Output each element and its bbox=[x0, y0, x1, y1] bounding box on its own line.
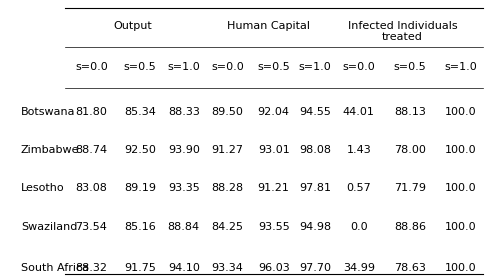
Text: 84.25: 84.25 bbox=[211, 222, 243, 232]
Text: s=0.0: s=0.0 bbox=[211, 61, 244, 72]
Text: 78.63: 78.63 bbox=[393, 263, 425, 273]
Text: 91.21: 91.21 bbox=[257, 183, 289, 193]
Text: 81.80: 81.80 bbox=[75, 107, 107, 117]
Text: 89.50: 89.50 bbox=[211, 107, 243, 117]
Text: 98.08: 98.08 bbox=[298, 145, 330, 155]
Text: Lesotho: Lesotho bbox=[21, 183, 64, 193]
Text: 0.0: 0.0 bbox=[349, 222, 367, 232]
Text: 89.19: 89.19 bbox=[124, 183, 156, 193]
Text: 93.90: 93.90 bbox=[167, 145, 199, 155]
Text: 85.16: 85.16 bbox=[124, 222, 156, 232]
Text: 71.79: 71.79 bbox=[393, 183, 425, 193]
Text: 93.34: 93.34 bbox=[211, 263, 243, 273]
Text: 1.43: 1.43 bbox=[346, 145, 370, 155]
Text: 100.0: 100.0 bbox=[444, 263, 476, 273]
Text: Swaziland: Swaziland bbox=[21, 222, 77, 232]
Text: 88.74: 88.74 bbox=[75, 145, 107, 155]
Text: 78.00: 78.00 bbox=[393, 145, 425, 155]
Text: 91.75: 91.75 bbox=[124, 263, 156, 273]
Text: 85.34: 85.34 bbox=[124, 107, 156, 117]
Text: 44.01: 44.01 bbox=[342, 107, 374, 117]
Text: 93.55: 93.55 bbox=[257, 222, 289, 232]
Text: 96.03: 96.03 bbox=[257, 263, 289, 273]
Text: Human Capital: Human Capital bbox=[227, 20, 310, 30]
Text: 88.32: 88.32 bbox=[75, 263, 107, 273]
Text: 94.55: 94.55 bbox=[299, 107, 330, 117]
Text: 88.33: 88.33 bbox=[167, 107, 199, 117]
Text: 92.04: 92.04 bbox=[257, 107, 289, 117]
Text: Botswana: Botswana bbox=[21, 107, 75, 117]
Text: 88.28: 88.28 bbox=[211, 183, 243, 193]
Text: s=0.5: s=0.5 bbox=[123, 61, 156, 72]
Text: 100.0: 100.0 bbox=[444, 107, 476, 117]
Text: 92.50: 92.50 bbox=[124, 145, 156, 155]
Text: Infected Individuals
treated: Infected Individuals treated bbox=[347, 20, 456, 42]
Text: s=1.0: s=1.0 bbox=[444, 61, 476, 72]
Text: 88.84: 88.84 bbox=[167, 222, 200, 232]
Text: 91.27: 91.27 bbox=[211, 145, 243, 155]
Text: 88.86: 88.86 bbox=[393, 222, 425, 232]
Text: 93.01: 93.01 bbox=[257, 145, 289, 155]
Text: s=1.0: s=1.0 bbox=[298, 61, 331, 72]
Text: Output: Output bbox=[113, 20, 152, 30]
Text: 83.08: 83.08 bbox=[75, 183, 107, 193]
Text: 34.99: 34.99 bbox=[342, 263, 374, 273]
Text: Zimbabwe: Zimbabwe bbox=[21, 145, 79, 155]
Text: s=0.5: s=0.5 bbox=[257, 61, 289, 72]
Text: 94.98: 94.98 bbox=[298, 222, 330, 232]
Text: 100.0: 100.0 bbox=[444, 183, 476, 193]
Text: 0.57: 0.57 bbox=[346, 183, 370, 193]
Text: s=0.0: s=0.0 bbox=[75, 61, 107, 72]
Text: s=0.0: s=0.0 bbox=[342, 61, 374, 72]
Text: 100.0: 100.0 bbox=[444, 222, 476, 232]
Text: s=1.0: s=1.0 bbox=[167, 61, 200, 72]
Text: 93.35: 93.35 bbox=[167, 183, 199, 193]
Text: 94.10: 94.10 bbox=[167, 263, 199, 273]
Text: South Africa: South Africa bbox=[21, 263, 89, 273]
Text: 88.13: 88.13 bbox=[393, 107, 425, 117]
Text: 73.54: 73.54 bbox=[75, 222, 107, 232]
Text: 100.0: 100.0 bbox=[444, 145, 476, 155]
Text: 97.70: 97.70 bbox=[298, 263, 330, 273]
Text: 97.81: 97.81 bbox=[298, 183, 330, 193]
Text: s=0.5: s=0.5 bbox=[393, 61, 426, 72]
